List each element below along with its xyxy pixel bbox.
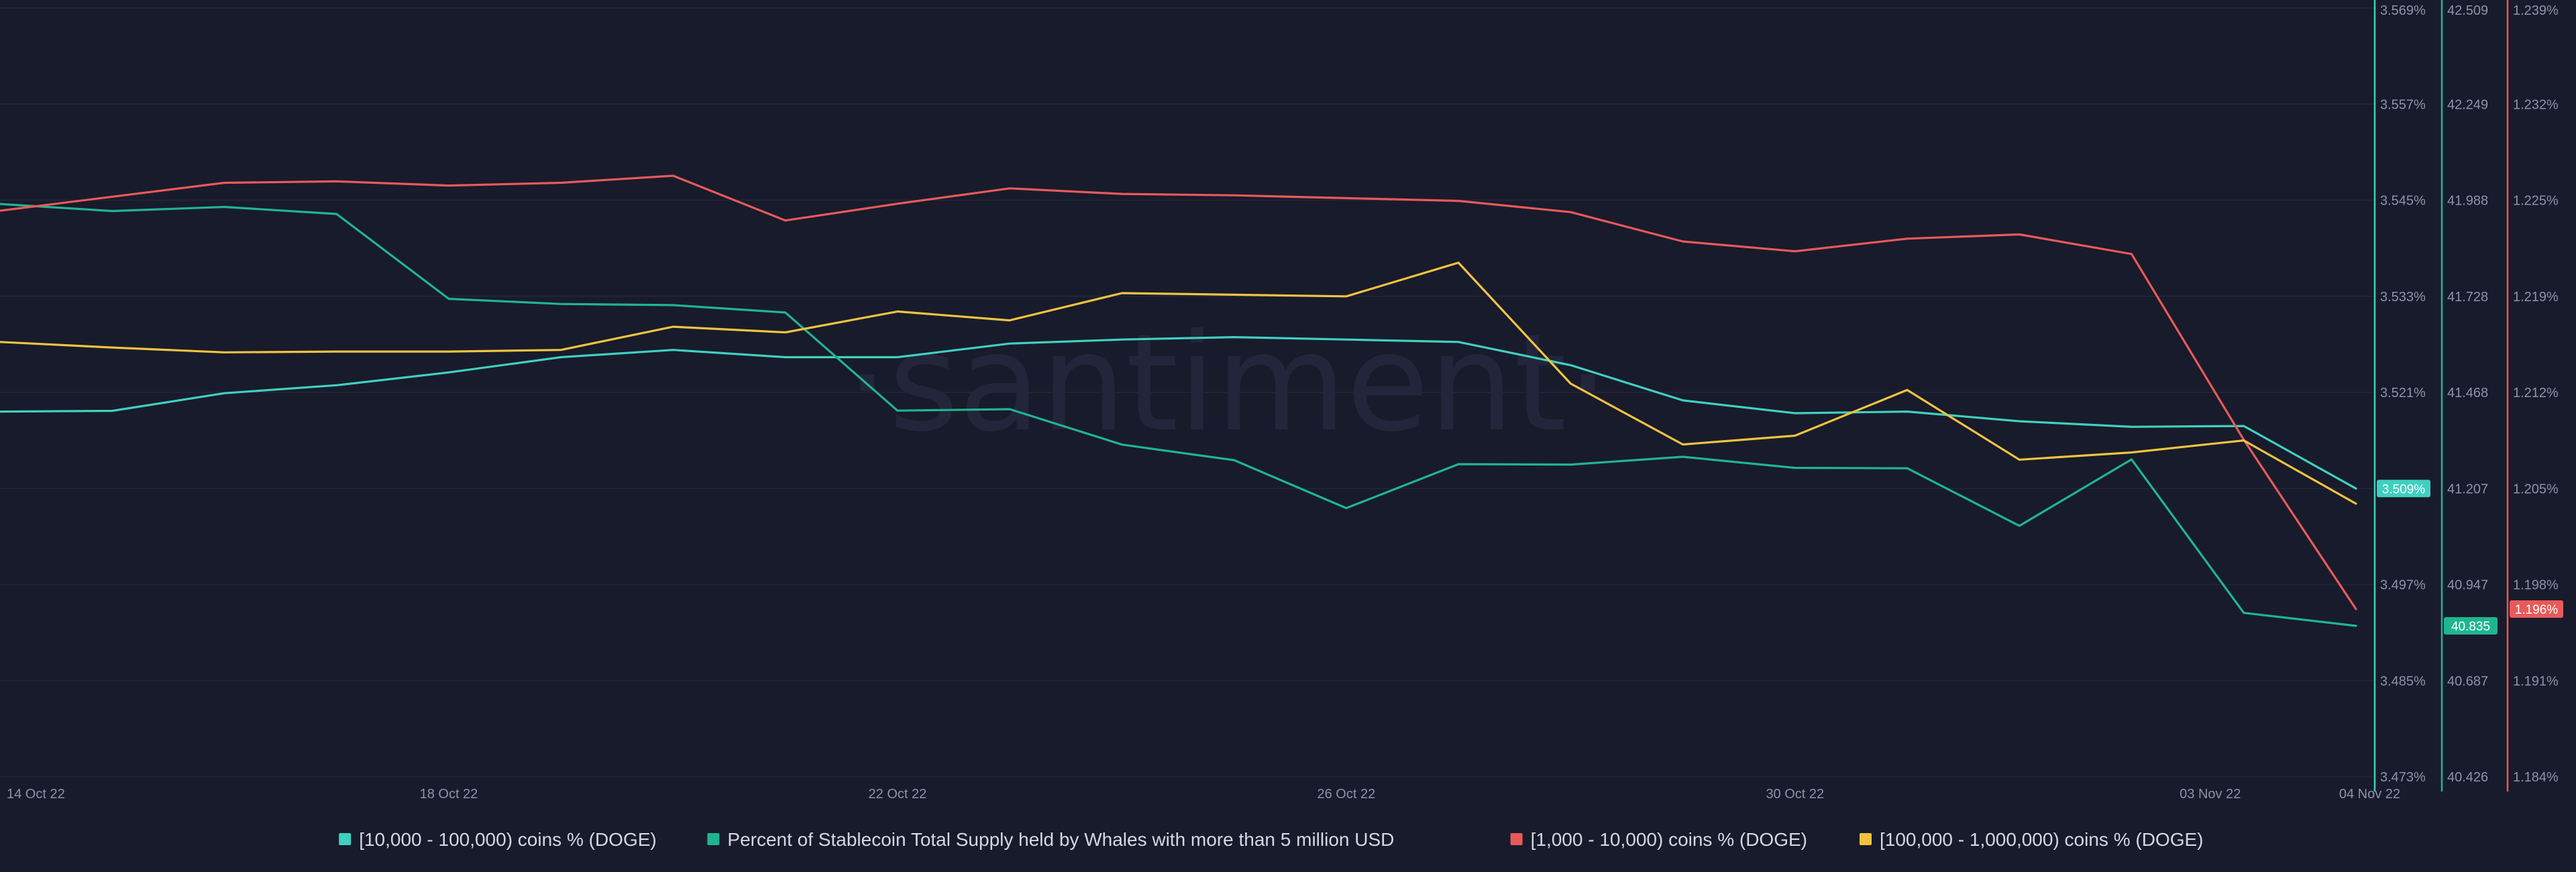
x-tick-label: 22 Oct 22	[869, 787, 927, 802]
y-tick-label: 1.212%	[2513, 386, 2559, 400]
legend-swatch-0	[339, 833, 352, 845]
y-tick-label: 1.205%	[2513, 482, 2559, 496]
y-tick-label: 41.207	[2447, 482, 2488, 496]
y-tick-label: 3.557%	[2380, 97, 2426, 112]
series-line-0	[0, 336, 2357, 490]
series-line-2	[0, 174, 2357, 610]
legend: [10,000 - 100,000) coins % (DOGE) Percent…	[339, 829, 2203, 850]
legend-swatch-1	[707, 833, 720, 845]
y-tick-label: 42.509	[2447, 3, 2488, 18]
legend-label-2[interactable]: [1,000 - 10,000) coins % (DOGE)	[1531, 829, 1807, 850]
x-tick-label: 04 Nov 22	[2339, 787, 2400, 802]
y-tick-label: 1.184%	[2513, 770, 2559, 785]
y-tick-label: 1.191%	[2513, 674, 2559, 689]
axes-layer: 3.569% 3.557% 3.545% 3.533% 3.521% 3.509% 3.49…	[2373, 0, 2563, 792]
last-value-label-1: 40.835	[2451, 620, 2490, 634]
last-value-badge-1	[2444, 616, 2498, 635]
y-tick-label: 3.485%	[2380, 674, 2426, 689]
last-value-badge-2	[2510, 600, 2563, 618]
santiment-watermark: ·santiment·	[846, 305, 1609, 461]
y-tick-label: 3.569%	[2380, 3, 2426, 18]
grid-layer	[0, 7, 2375, 777]
legend-label-1[interactable]: Percent of Stablecoin Total Supply held …	[727, 829, 1394, 850]
series-line-1	[0, 203, 2357, 627]
series-line-3	[0, 262, 2357, 505]
y-tick-label: 1.198%	[2513, 578, 2559, 593]
series-layer	[0, 174, 2357, 627]
last-value-label-0: 3.509%	[2382, 482, 2426, 496]
y-tick-label: 3.533%	[2380, 290, 2426, 305]
y-tick-label: 41.728	[2447, 290, 2488, 305]
x-tick-label: 30 Oct 22	[1766, 787, 1824, 802]
legend-swatch-3	[1860, 833, 1872, 845]
x-tick-label: 03 Nov 22	[2180, 787, 2241, 802]
y-tick-label: 41.468	[2447, 386, 2488, 400]
last-value-label-2: 1.196%	[2515, 603, 2559, 617]
y-tick-label: 40.426	[2447, 770, 2488, 785]
y-tick-label: 1.219%	[2513, 290, 2559, 305]
last-value-badge-0	[2377, 480, 2430, 498]
legend-swatch-2	[1510, 833, 1523, 845]
y-tick-label: 40.947	[2447, 578, 2488, 593]
x-tick-label: 14 Oct 22	[7, 787, 65, 802]
y-tick-label: 3.545%	[2380, 194, 2426, 209]
y-tick-label: 3.521%	[2380, 386, 2426, 400]
y-tick-label: 42.249	[2447, 97, 2488, 112]
y-tick-label: 1.239%	[2513, 3, 2559, 18]
y-tick-label: 40.687	[2447, 674, 2488, 689]
x-axis: 14 Oct 22 18 Oct 22 22 Oct 22 26 Oct 22 30 O…	[7, 787, 2400, 802]
x-tick-label: 18 Oct 22	[420, 787, 478, 802]
y-tick-label: 1.225%	[2513, 194, 2559, 209]
legend-label-3[interactable]: [100,000 - 1,000,000) coins % (DOGE)	[1880, 829, 2203, 850]
y-tick-label: 3.497%	[2380, 578, 2426, 593]
y-tick-label: 41.988	[2447, 194, 2488, 209]
x-tick-label: 26 Oct 22	[1317, 787, 1375, 802]
y-tick-label: 1.232%	[2513, 97, 2559, 112]
y-tick-label: 3.473%	[2380, 770, 2426, 785]
legend-label-0[interactable]: [10,000 - 100,000) coins % (DOGE)	[359, 829, 657, 850]
